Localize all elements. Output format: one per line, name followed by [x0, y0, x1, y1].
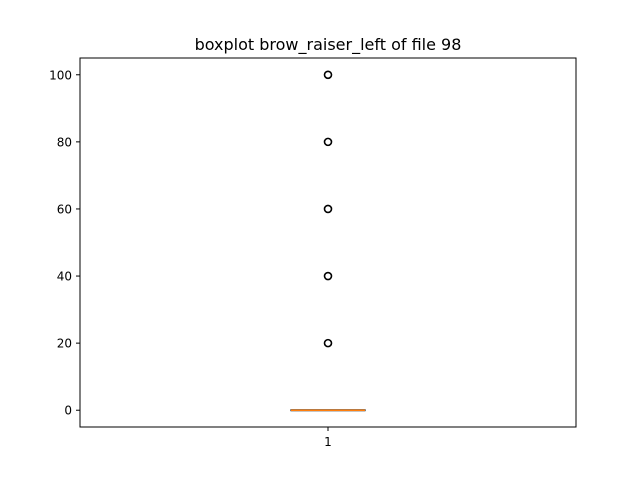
y-axis: 0 20 40 60 80 100 [49, 68, 80, 418]
outlier-point [323, 204, 333, 214]
y-tick-label: 20 [57, 337, 72, 351]
box-series [290, 70, 366, 412]
outlier-point [323, 137, 333, 147]
y-tick-label: 40 [57, 270, 72, 284]
outlier-point [323, 338, 333, 348]
outlier-point [323, 70, 333, 80]
y-tick-label: 100 [49, 68, 72, 82]
y-tick-label: 80 [57, 135, 72, 149]
chart-title: boxplot brow_raiser_left of file 98 [195, 35, 462, 55]
plot-area-frame [79, 57, 577, 428]
y-tick-label: 60 [57, 202, 72, 216]
x-axis: 1 [324, 427, 332, 449]
y-tick-label: 0 [64, 404, 72, 418]
x-tick-label: 1 [324, 435, 332, 449]
outlier-point [323, 271, 333, 281]
